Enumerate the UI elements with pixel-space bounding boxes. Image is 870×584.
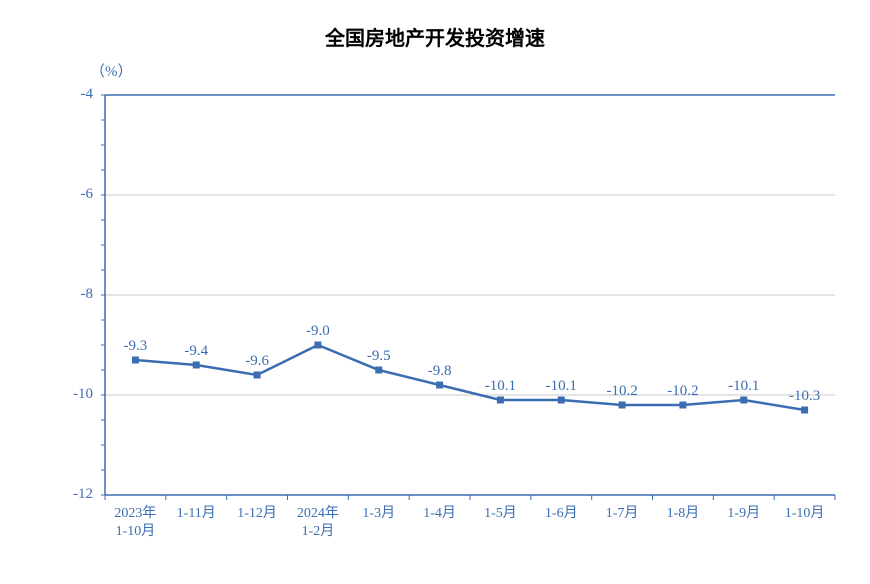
- x-tick-label: 1-9月: [713, 505, 774, 523]
- data-point-label: -10.1: [531, 378, 591, 395]
- data-point-label: -10.1: [470, 378, 530, 395]
- y-tick-label: -10: [0, 386, 93, 403]
- data-point-label: -10.3: [775, 388, 835, 405]
- data-point-label: -9.3: [105, 338, 165, 355]
- x-tick-label: 1-7月: [592, 505, 653, 523]
- data-point-label: -9.5: [349, 348, 409, 365]
- chart-container: 全国房地产开发投资增速 （%） -4-6-8-10-122023年 1-10月1…: [0, 0, 870, 584]
- data-point-label: -9.0: [288, 323, 348, 340]
- x-tick-label: 1-4月: [409, 505, 470, 523]
- x-tick-label: 1-10月: [774, 505, 835, 523]
- x-tick-label: 1-8月: [653, 505, 714, 523]
- data-point-label: -9.6: [227, 353, 287, 370]
- chart-plot-svg: [0, 0, 870, 584]
- x-tick-label: 1-12月: [227, 505, 288, 523]
- x-tick-label: 1-5月: [470, 505, 531, 523]
- y-tick-label: -6: [0, 186, 93, 203]
- data-point-label: -9.8: [410, 363, 470, 380]
- x-tick-label: 2023年 1-10月: [105, 505, 166, 541]
- data-point-label: -10.2: [653, 383, 713, 400]
- x-tick-label: 1-3月: [348, 505, 409, 523]
- data-point-label: -9.4: [166, 343, 226, 360]
- x-tick-label: 1-11月: [166, 505, 227, 523]
- y-tick-label: -12: [0, 486, 93, 503]
- y-tick-label: -8: [0, 286, 93, 303]
- x-tick-label: 2024年 1-2月: [288, 505, 349, 541]
- x-tick-label: 1-6月: [531, 505, 592, 523]
- y-tick-label: -4: [0, 86, 93, 103]
- data-point-label: -10.2: [592, 383, 652, 400]
- data-point-label: -10.1: [714, 378, 774, 395]
